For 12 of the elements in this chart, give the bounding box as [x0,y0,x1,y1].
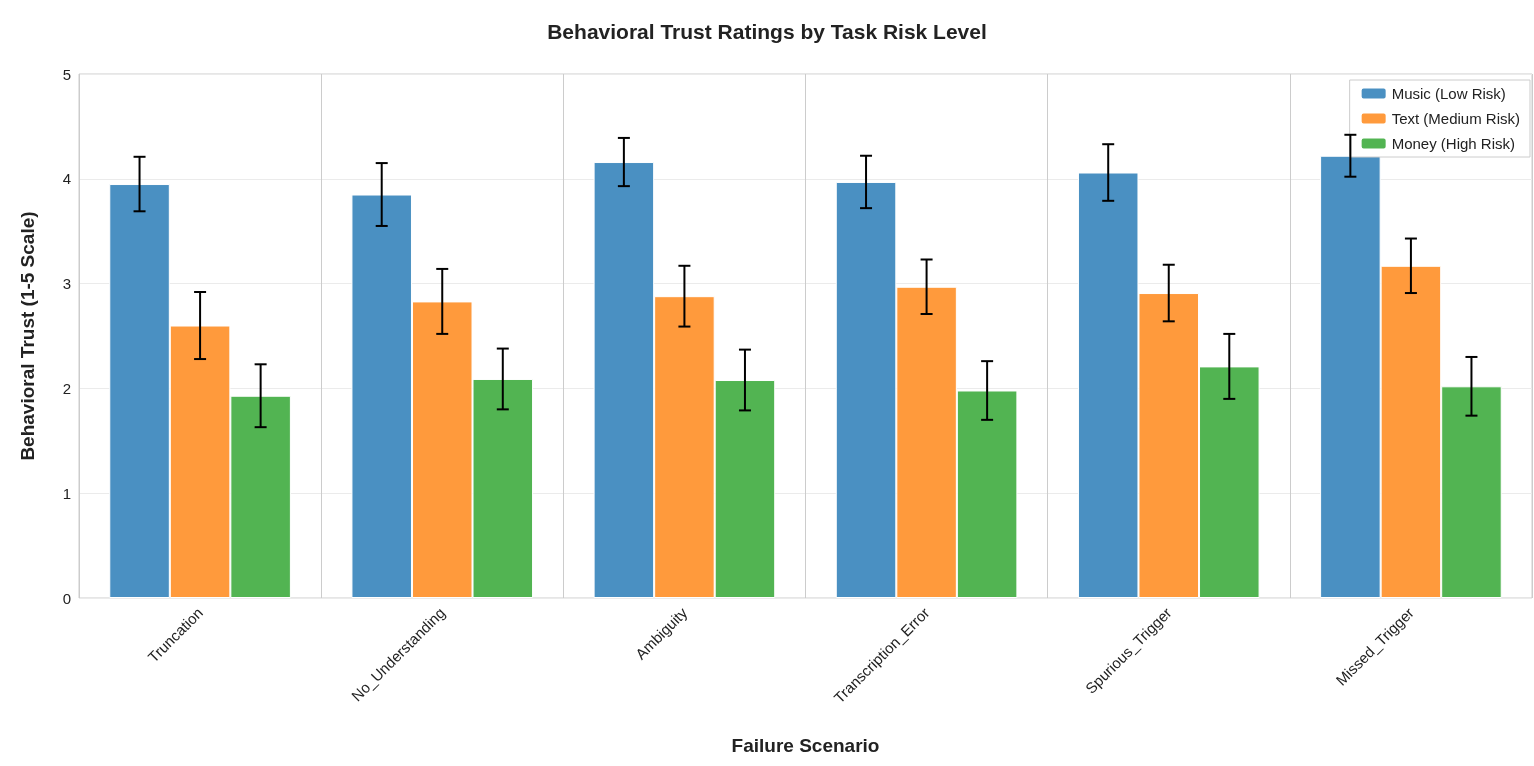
legend-label: Music (Low Risk) [1391,85,1506,102]
y-tick-label: 2 [62,379,71,397]
legend-label: Money (High Risk) [1391,135,1516,152]
x-axis-title: Failure Scenario [731,735,880,756]
chart-title: Behavioral Trust Ratings by Task Risk Level [547,20,987,43]
y-tick-label: 5 [62,65,71,83]
y-axis-title: Behavioral Trust (1-5 Scale) [17,211,38,461]
y-tick-label: 0 [62,589,71,607]
y-tick-label: 4 [62,170,71,188]
legend-label: Text (Medium Risk) [1391,110,1521,127]
y-tick-label: 1 [62,484,71,502]
y-tick-label: 3 [62,275,71,293]
